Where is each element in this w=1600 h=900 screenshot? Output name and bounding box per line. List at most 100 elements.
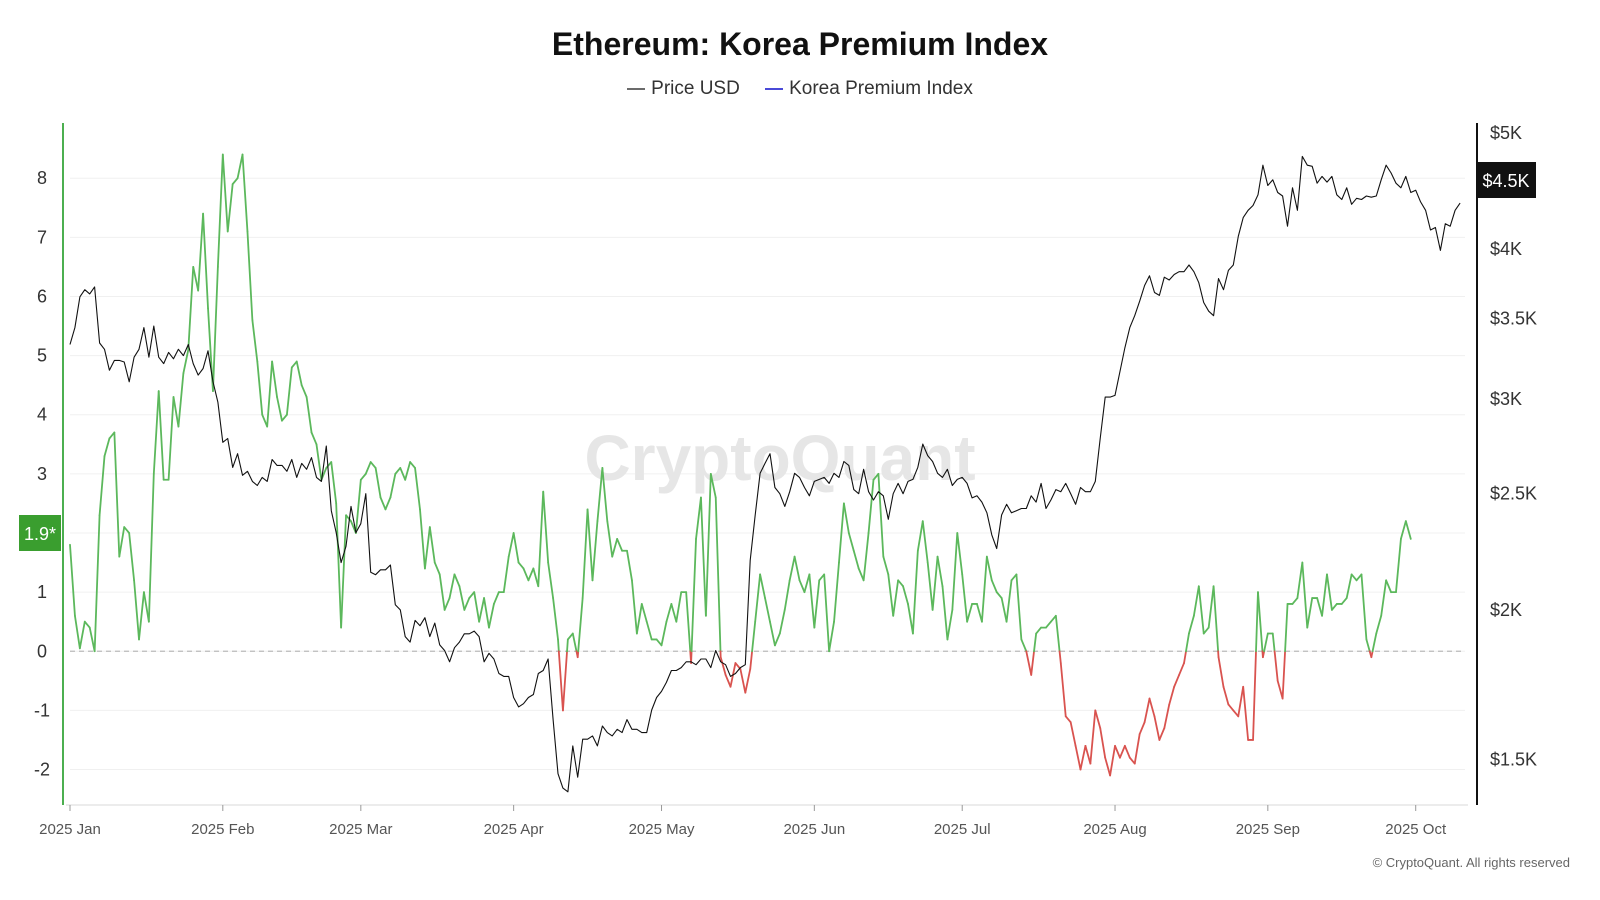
legend-item-price[interactable]: Price USD: [627, 78, 740, 100]
premium-segment: [887, 573, 895, 617]
premium-segment: [685, 591, 692, 653]
premium-segment: [502, 555, 510, 594]
premium-segment: [966, 603, 973, 623]
premium-segment: [1345, 573, 1353, 599]
premium-segment: [1212, 585, 1220, 653]
premium-segment: [931, 555, 939, 611]
premium-segment: [113, 431, 121, 558]
premium-segment: [202, 212, 209, 310]
premium-segment: [419, 508, 426, 570]
premium-segment: [428, 526, 436, 564]
premium-segment: [1227, 703, 1235, 712]
premium-segment: [1138, 721, 1146, 735]
premium-segment: [1257, 591, 1264, 653]
premium-segment: [695, 496, 702, 540]
price-line: [69, 155, 1461, 793]
right-tick-label: $3.5K: [1490, 309, 1537, 329]
price-value-badge-bg: [1476, 162, 1536, 198]
premium-segment: [882, 555, 890, 576]
premium-segment: [138, 591, 145, 641]
premium-segment: [1242, 685, 1250, 741]
premium-segment: [1153, 715, 1161, 741]
legend-swatch-price: [627, 87, 646, 90]
premium-segment: [616, 538, 623, 552]
premium-segment: [226, 183, 234, 233]
premium-segment: [921, 520, 929, 564]
premium-segment: [118, 526, 126, 558]
premium-segment: [961, 573, 969, 623]
premium-segment: [956, 532, 964, 576]
premium-segment: [1301, 561, 1309, 629]
legend-item-premium[interactable]: Korea Premium Index: [765, 78, 973, 100]
premium-segment: [1143, 697, 1151, 724]
premium-segment: [1202, 626, 1210, 635]
premium-segment: [221, 153, 229, 233]
premium-segment: [1255, 591, 1259, 653]
premium-segment: [512, 532, 520, 564]
premium-segment: [1025, 650, 1033, 676]
premium-segment: [276, 396, 283, 422]
left-axis: 876543210-1-2: [34, 123, 64, 805]
x-tick-label: 2025 Feb: [191, 821, 254, 838]
premium-segment: [566, 638, 569, 653]
premium-segment: [355, 478, 362, 534]
premium-segment: [916, 520, 924, 552]
premium-segment: [1030, 650, 1035, 676]
premium-segment: [389, 472, 397, 499]
premium-value-badge-bg: [19, 515, 61, 551]
premium-segment: [1237, 685, 1245, 718]
premium-segment: [946, 608, 954, 641]
premium-segment: [1099, 727, 1107, 759]
premium-segment: [1380, 579, 1388, 617]
premium-segment: [788, 555, 796, 582]
premium-segment: [488, 603, 495, 629]
premium-segment: [783, 579, 791, 611]
premium-segment: [335, 502, 343, 629]
premium-segment: [458, 585, 466, 611]
premium-segment: [773, 632, 781, 647]
premium-segment: [744, 668, 752, 694]
premium-segment: [764, 597, 771, 623]
premium-segment: [433, 561, 441, 576]
premium-segment: [990, 579, 998, 594]
premium-segment: [1370, 650, 1374, 659]
premium-segment: [172, 396, 180, 428]
premium-segment: [1350, 573, 1358, 582]
premium-segment: [216, 153, 224, 268]
premium-segment: [665, 603, 673, 623]
premium-segment: [1058, 650, 1062, 664]
premium-segment: [660, 620, 668, 647]
premium-segment: [394, 467, 402, 475]
premium-segment: [808, 573, 816, 629]
premium-segment: [340, 514, 347, 629]
premium-segment: [414, 467, 421, 511]
premium-segment: [359, 472, 367, 481]
premium-segment: [379, 496, 387, 511]
premium-segment: [823, 573, 831, 653]
premium-segment: [315, 443, 323, 481]
premium-segment: [1109, 744, 1116, 777]
premium-segment: [281, 413, 288, 422]
premium-segment: [751, 620, 757, 653]
premium-segment: [177, 372, 185, 428]
premium-segment: [74, 614, 81, 650]
premium-segment: [581, 508, 589, 599]
premium-segment: [231, 177, 239, 186]
premium-segment: [690, 538, 697, 653]
legend-swatch-premium: [765, 87, 784, 90]
premium-segment: [1284, 603, 1289, 653]
premium-segment: [557, 650, 564, 712]
premium-segment: [453, 573, 461, 588]
premium-segment: [577, 597, 584, 653]
premium-segment: [448, 573, 456, 599]
premium-segment: [640, 603, 648, 623]
premium-segment: [838, 502, 845, 564]
premium-segment: [626, 549, 633, 582]
premium-segment: [1163, 703, 1171, 730]
x-tick-label: 2025 Sep: [1236, 821, 1300, 838]
right-tick-label: $2K: [1490, 600, 1522, 620]
x-tick-label: 2025 Oct: [1385, 821, 1447, 838]
premium-segment: [537, 490, 545, 588]
premium-segment: [1316, 597, 1323, 617]
